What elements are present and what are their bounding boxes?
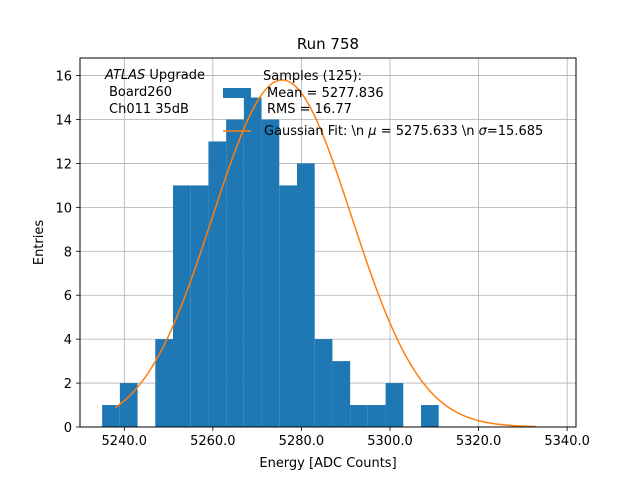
atlas-annotation-line3: Ch011 35dB <box>109 102 189 117</box>
histogram-bar <box>279 185 297 427</box>
histogram-bar <box>190 185 209 427</box>
upgrade-word: Upgrade <box>145 68 205 83</box>
histogram-bar <box>243 97 262 428</box>
histogram-bar <box>119 383 138 427</box>
grid-lines <box>80 58 576 428</box>
x-tick-label: 5340.0 <box>544 434 590 449</box>
x-tick-label: 5320.0 <box>456 434 502 449</box>
legend-fit-text: Gaussian Fit: \n μ = 5275.633 \n σ=15.68… <box>264 124 543 139</box>
y-tick-label: 16 <box>55 70 72 85</box>
x-tick-label: 5280.0 <box>279 434 325 449</box>
legend-histogram-swatch <box>223 88 251 98</box>
legend-samples-line1: Samples (125): <box>263 69 362 84</box>
histogram-bar <box>102 405 120 427</box>
y-tick-label: 14 <box>55 114 72 129</box>
y-tick-label: 2 <box>64 377 72 392</box>
histogram-bar <box>314 339 333 427</box>
y-tick-label: 4 <box>64 333 72 348</box>
histogram-bar <box>226 119 244 427</box>
x-tick-label: 5300.0 <box>367 434 413 449</box>
histogram-bar <box>208 141 227 427</box>
x-axis-label: Energy [ADC Counts] <box>259 456 396 471</box>
legend-fit-mu-symbol: μ <box>367 124 376 139</box>
legend-fit-mid: = 5275.633 \n <box>377 124 479 139</box>
legend-samples-line3: RMS = 16.77 <box>267 102 352 117</box>
atlas-annotation: ATLAS Upgrade Board260 Ch011 35dB <box>104 68 205 117</box>
fit-curve-layer <box>115 79 537 428</box>
legend: Samples (125): Mean = 5277.836 RMS = 16.… <box>223 69 543 139</box>
histogram-bar <box>155 339 173 427</box>
plot-frame <box>79 57 577 428</box>
chart-title: Run 758 <box>297 35 359 53</box>
histogram-bar <box>332 361 351 427</box>
histogram-bars <box>102 97 439 428</box>
histogram-bar <box>297 163 315 427</box>
legend-fit-prefix: Gaussian Fit: \n <box>264 124 368 139</box>
axes <box>79 57 577 428</box>
y-tick-label: 6 <box>64 289 72 304</box>
y-tick-label: 12 <box>55 157 72 172</box>
legend-samples-line2: Mean = 5277.836 <box>267 86 384 101</box>
y-tick-label: 8 <box>64 245 72 260</box>
histogram-bar <box>367 405 386 427</box>
gaussian-fit-curve <box>115 79 537 428</box>
y-axis-label: Entries <box>32 220 47 266</box>
legend-fit-sigma-symbol: σ <box>479 124 488 139</box>
atlas-annotation-line1: ATLAS Upgrade <box>104 68 205 83</box>
histogram-bar <box>421 405 439 427</box>
histogram-bar <box>385 383 404 427</box>
legend-fit-suffix: =15.685 <box>487 124 543 139</box>
y-tick-label: 10 <box>55 201 72 216</box>
x-tick-label: 5240.0 <box>102 434 148 449</box>
atlas-word: ATLAS <box>104 68 145 83</box>
tick-marks: 5240.0 5260.0 5280.0 5300.0 5320.0 5340.0 0 2 4 6… <box>55 70 589 449</box>
x-tick-label: 5260.0 <box>190 434 236 449</box>
atlas-annotation-line2: Board260 <box>109 85 172 100</box>
histogram-bar <box>261 119 280 427</box>
y-tick-label: 0 <box>64 421 72 436</box>
histogram-bar <box>350 405 368 427</box>
